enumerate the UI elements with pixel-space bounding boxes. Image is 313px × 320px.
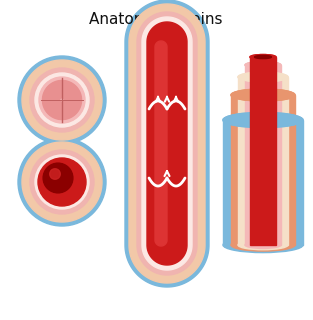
Ellipse shape [245,242,281,248]
Ellipse shape [238,240,288,250]
Ellipse shape [238,72,288,82]
Ellipse shape [231,239,295,251]
Circle shape [50,169,60,179]
Polygon shape [62,80,82,120]
Ellipse shape [245,61,281,68]
Ellipse shape [254,55,271,59]
Polygon shape [43,80,62,120]
Circle shape [43,163,73,193]
Circle shape [30,150,94,214]
Circle shape [35,155,89,209]
Ellipse shape [223,237,303,252]
Polygon shape [223,120,303,245]
Polygon shape [137,12,197,275]
Polygon shape [231,95,295,245]
Ellipse shape [250,54,276,60]
Polygon shape [125,0,209,287]
Polygon shape [250,57,276,245]
Polygon shape [129,4,205,283]
Ellipse shape [223,112,303,128]
Circle shape [38,158,86,206]
Ellipse shape [231,89,295,101]
Polygon shape [142,17,192,270]
Circle shape [18,56,106,144]
Polygon shape [245,65,281,245]
Circle shape [22,60,102,140]
Circle shape [30,68,94,132]
Circle shape [39,77,85,123]
Circle shape [35,73,89,127]
Ellipse shape [238,72,288,82]
Circle shape [18,138,106,226]
Circle shape [22,142,102,222]
Ellipse shape [250,54,276,60]
Ellipse shape [254,55,271,59]
Ellipse shape [245,61,281,68]
Ellipse shape [231,89,295,101]
Polygon shape [238,77,288,245]
Text: Anatomy of veins: Anatomy of veins [89,12,223,27]
Ellipse shape [223,112,303,128]
Polygon shape [147,22,187,265]
Polygon shape [155,41,167,246]
